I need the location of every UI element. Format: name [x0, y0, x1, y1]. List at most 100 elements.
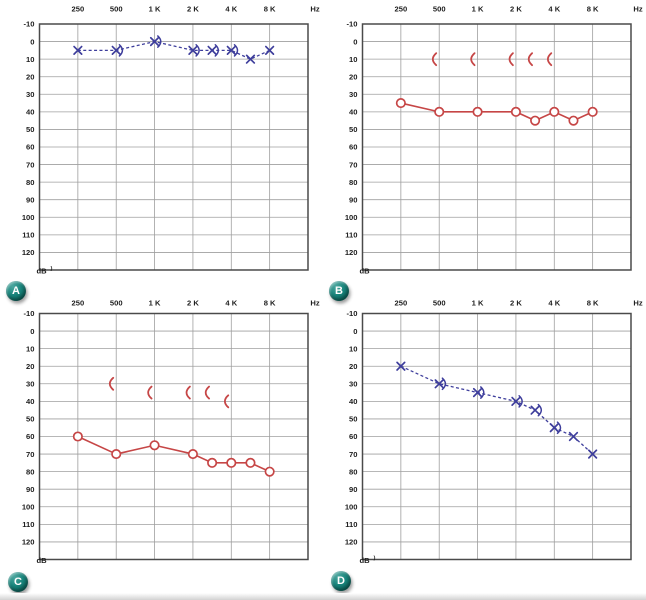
- circle-threshold-marker: [587, 106, 598, 117]
- x-threshold-marker: [530, 405, 540, 415]
- y-axis-tick-label: 110: [22, 231, 34, 240]
- y-axis-tick-label: 50: [349, 415, 357, 424]
- y-axis-unit-mark: ): [51, 266, 53, 272]
- arrow-overlay-marker: [518, 395, 523, 408]
- y-axis-tick-label: 60: [26, 432, 34, 441]
- bone-conduction-marker: [185, 385, 191, 400]
- x-axis-tick-label: 500: [433, 5, 446, 14]
- y-axis-tick-label: 100: [22, 213, 35, 222]
- x-axis-tick-label: 250: [395, 299, 408, 308]
- y-axis-unit-label: dB: [36, 556, 47, 565]
- x-axis-tick-label: 4 K: [225, 5, 237, 14]
- arrow-overlay-marker: [480, 386, 485, 399]
- y-axis-unit-label: dB: [359, 266, 370, 275]
- x-threshold-marker: [111, 45, 121, 56]
- arrow-overlay-marker: [118, 44, 124, 57]
- y-axis-tick-label: 0: [353, 37, 357, 46]
- x-axis-tick-label: 2 K: [187, 299, 199, 308]
- bone-conduction-marker: [470, 52, 476, 67]
- x-axis-tick-label: 250: [72, 299, 85, 308]
- audiogram-panel-d: 250 500 1 K 2 K 4 K 8 K Hz -10 0 10 20 30 40 50 60 70 80…: [323, 295, 646, 600]
- y-axis-tick-label: 100: [345, 502, 358, 511]
- y-axis-tick-label: 20: [349, 72, 357, 81]
- grid-border: [361, 23, 632, 271]
- y-axis-tick-label: 40: [349, 108, 357, 117]
- y-axis-tick-label: -10: [24, 20, 35, 29]
- y-axis-tick-label: 10: [26, 344, 34, 353]
- y-axis-tick-label: -10: [347, 309, 358, 318]
- bone-conduction-marker: [147, 385, 153, 400]
- y-axis-tick-label: 110: [22, 520, 34, 529]
- arrow-overlay-marker: [233, 44, 239, 57]
- x-axis-tick-label: 1 K: [472, 5, 484, 14]
- circle-threshold-marker: [245, 457, 256, 468]
- x-threshold-marker: [587, 449, 598, 459]
- y-axis-tick-label: 90: [26, 485, 34, 494]
- y-axis-tick-label: 30: [26, 379, 34, 388]
- circle-threshold-marker: [568, 115, 579, 126]
- x-axis-tick-label: 8 K: [587, 5, 599, 14]
- panel-badge-b: B: [329, 281, 349, 301]
- y-axis-tick-label: 30: [349, 379, 357, 388]
- x-axis-tick-label: 4 K: [548, 299, 560, 308]
- y-axis-tick-label: 80: [26, 178, 34, 187]
- y-axis-tick-label: 70: [349, 160, 357, 169]
- bone-conduction-marker: [508, 52, 514, 67]
- x-threshold-marker: [207, 45, 217, 56]
- panel-badge-d: D: [331, 571, 351, 591]
- x-axis-unit-label: Hz: [633, 5, 642, 14]
- arrow-overlay-marker: [195, 44, 200, 57]
- x-axis-unit-label: Hz: [310, 5, 319, 14]
- bone-conduction-marker: [108, 376, 115, 391]
- y-axis-tick-label: 10: [26, 55, 34, 64]
- arrow-overlay-marker: [441, 377, 447, 391]
- y-axis-tick-label: 100: [345, 213, 358, 222]
- grid-border: [38, 23, 309, 271]
- y-axis-tick-label: 50: [26, 125, 34, 134]
- arrow-overlay-marker: [537, 403, 543, 417]
- grid-border: [38, 312, 309, 561]
- page-bottom-shadow: [0, 593, 646, 600]
- arrow-overlay-marker: [157, 35, 162, 48]
- y-axis-tick-label: 110: [345, 520, 357, 529]
- y-axis-tick-label: 110: [345, 231, 357, 240]
- x-axis-tick-label: 8 K: [264, 5, 276, 14]
- circle-threshold-marker: [72, 431, 83, 442]
- circle-threshold-marker: [472, 106, 483, 117]
- audiogram-chart-c: 250 500 1 K 2 K 4 K 8 K Hz -10 0 10 20 30 40 50 60 70 80…: [22, 299, 320, 565]
- bone-conduction-marker: [546, 52, 553, 67]
- x-threshold-marker: [245, 54, 256, 64]
- y-axis-tick-label: 20: [26, 362, 34, 371]
- x-threshold-marker: [188, 45, 198, 56]
- bone-conduction-marker: [431, 52, 438, 67]
- y-axis-tick-label: 10: [349, 344, 357, 353]
- x-axis-tick-label: 1 K: [149, 299, 161, 308]
- x-axis-tick-label: 8 K: [264, 299, 276, 308]
- y-axis-tick-label: -10: [347, 20, 358, 29]
- circle-threshold-marker: [149, 440, 160, 451]
- x-axis-tick-label: 4 K: [225, 299, 237, 308]
- x-threshold-marker: [396, 361, 406, 371]
- circle-threshold-marker: [187, 449, 198, 460]
- threshold-line: [77, 40, 270, 60]
- audiogram-chart-b: 250 500 1 K 2 K 4 K 8 K Hz -10 0 10 20 30 40 50 60 70 80…: [345, 5, 643, 276]
- y-axis-tick-label: 90: [26, 195, 34, 204]
- y-axis-tick-label: 100: [22, 502, 35, 511]
- y-axis-tick-label: 40: [26, 108, 34, 117]
- y-axis-tick-label: 80: [349, 178, 357, 187]
- audiogram-chart-a: 250 500 1 K 2 K 4 K 8 K Hz -10 0 10 20 30 40 50 60 70 80…: [22, 5, 320, 276]
- arrow-overlay-marker: [214, 44, 220, 57]
- y-axis-tick-label: 120: [345, 538, 358, 547]
- bone-conduction-marker: [204, 385, 211, 400]
- y-axis-tick-label: 90: [349, 195, 357, 204]
- y-axis-tick-label: 0: [353, 327, 357, 336]
- y-axis-tick-label: 40: [26, 397, 34, 406]
- x-axis-tick-label: 500: [433, 299, 446, 308]
- x-threshold-marker: [434, 379, 444, 389]
- y-axis-unit-label: dB: [36, 266, 47, 275]
- x-axis-unit-label: Hz: [310, 299, 319, 308]
- y-axis-unit-label: dB: [359, 556, 370, 565]
- y-axis-tick-label: 40: [349, 397, 357, 406]
- x-axis-tick-label: 2 K: [510, 5, 522, 14]
- y-axis-tick-label: 20: [349, 362, 357, 371]
